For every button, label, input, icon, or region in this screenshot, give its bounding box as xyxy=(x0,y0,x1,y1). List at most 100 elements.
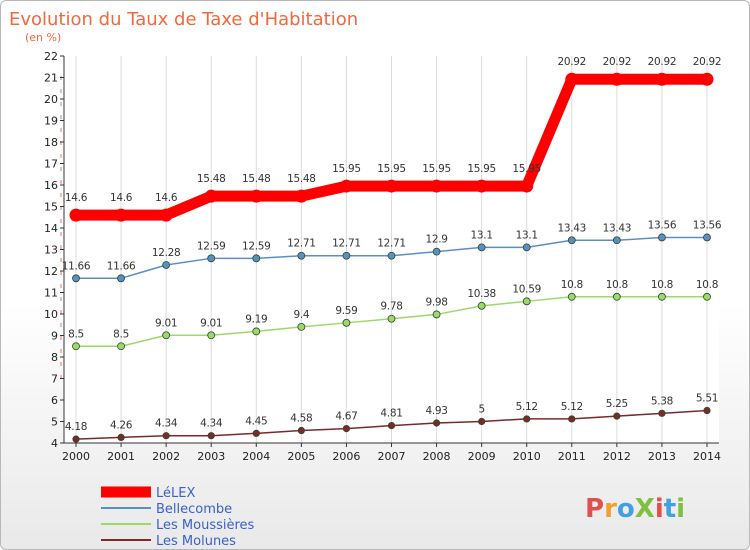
logo-letter: i xyxy=(655,494,664,524)
y-tick-label: 19 xyxy=(44,115,58,128)
data-label: 12.71 xyxy=(377,238,406,250)
data-labels: 14.6 14.6 14.6 15.48 15.48 15.48 15.95 15.95 15.… xyxy=(62,56,722,433)
data-label: 5.12 xyxy=(516,401,538,413)
data-point xyxy=(207,432,215,440)
data-label: 8.5 xyxy=(68,328,84,340)
legend-label: Bellecombe xyxy=(156,502,232,517)
data-label: 5.51 xyxy=(696,393,718,405)
data-label: 13.43 xyxy=(603,222,632,234)
x-tick-label: 2001 xyxy=(107,450,135,463)
data-label: 12.59 xyxy=(242,240,271,252)
y-tick-label: 5 xyxy=(51,416,58,429)
legend-label: Les Moussières xyxy=(156,518,255,533)
data-point xyxy=(567,236,576,245)
data-label: 13.43 xyxy=(558,222,587,234)
data-point xyxy=(522,243,531,252)
data-label: 13.56 xyxy=(693,219,722,231)
x-tick-label: 2012 xyxy=(603,450,631,463)
data-label: 9.78 xyxy=(380,301,402,313)
x-tick-label: 2005 xyxy=(287,450,315,463)
data-label: 15.95 xyxy=(512,163,541,175)
data-label: 15.95 xyxy=(332,163,361,175)
data-label: 12.9 xyxy=(425,234,447,246)
data-point xyxy=(658,409,666,417)
data-point xyxy=(565,72,579,86)
data-label: 5.12 xyxy=(561,401,583,413)
data-point xyxy=(72,342,80,351)
data-point xyxy=(475,179,489,193)
data-label: 14.6 xyxy=(110,192,133,204)
y-tick-label: 21 xyxy=(44,72,58,85)
data-point xyxy=(658,233,666,242)
data-label: 4.67 xyxy=(335,411,357,423)
x-tick-label: 2009 xyxy=(468,450,496,463)
y-tick-label: 8 xyxy=(51,351,58,364)
data-point xyxy=(114,208,128,222)
data-point xyxy=(520,179,534,193)
data-label: 10.8 xyxy=(651,279,673,291)
data-point xyxy=(207,254,216,263)
data-label: 10.8 xyxy=(696,279,718,291)
proxiti-logo: ProXiti xyxy=(585,494,685,524)
data-point xyxy=(567,292,576,301)
data-label: 11.66 xyxy=(62,260,91,272)
data-label: 5 xyxy=(478,404,484,416)
y-tick-label: 9 xyxy=(51,330,58,343)
data-point xyxy=(703,406,711,415)
data-label: 9.19 xyxy=(245,313,267,325)
data-point xyxy=(703,292,711,301)
x-tick-label: 2013 xyxy=(648,450,676,463)
x-tick-label: 2006 xyxy=(332,450,360,463)
y-tick-label: 6 xyxy=(51,394,58,407)
data-point xyxy=(568,415,576,423)
data-point xyxy=(342,251,351,260)
data-label: 15.48 xyxy=(287,173,316,185)
axes: 4 5 6 7 8 9 10 11 12 13 14 15 16 17 18 19 20 21 22 2000 2001… xyxy=(44,50,721,463)
data-point xyxy=(612,292,621,301)
data-point xyxy=(655,72,669,86)
data-point xyxy=(252,429,260,437)
x-tick-label: 2003 xyxy=(197,450,225,463)
data-label: 4.58 xyxy=(290,413,312,425)
data-point xyxy=(117,342,125,351)
data-point xyxy=(294,189,308,203)
data-label: 20.92 xyxy=(648,56,677,68)
data-label: 4.18 xyxy=(65,421,87,433)
data-point xyxy=(72,435,80,443)
x-tick-label: 2014 xyxy=(693,450,721,463)
data-point xyxy=(432,247,441,256)
data-point xyxy=(297,322,306,331)
data-label: 5.38 xyxy=(651,395,673,407)
data-point xyxy=(162,432,170,440)
data-point xyxy=(703,233,711,242)
data-point xyxy=(523,415,531,423)
data-label: 15.95 xyxy=(377,163,406,175)
y-tick-label: 13 xyxy=(44,244,58,257)
data-point xyxy=(477,243,486,252)
chart-title: Evolution du Taux de Taxe d'Habitation xyxy=(9,9,358,30)
data-point xyxy=(477,301,486,310)
data-label: 5.25 xyxy=(606,398,628,410)
data-label: 20.92 xyxy=(693,56,722,68)
logo-letter: i xyxy=(676,494,685,524)
y-tick-label: 11 xyxy=(44,287,58,300)
series-group xyxy=(69,72,714,443)
data-label: 12.59 xyxy=(197,240,226,252)
data-point xyxy=(252,327,261,336)
data-label: 20.92 xyxy=(603,56,632,68)
data-point xyxy=(162,261,171,269)
data-point xyxy=(342,318,351,327)
data-point xyxy=(385,179,398,193)
data-point xyxy=(432,419,441,427)
x-tick-label: 2004 xyxy=(242,450,270,463)
data-point xyxy=(610,72,624,86)
y-tick-label: 14 xyxy=(44,222,58,235)
chart-subtitle: (en %) xyxy=(25,31,61,44)
data-point xyxy=(339,179,353,193)
data-point xyxy=(117,274,125,283)
data-point xyxy=(387,251,396,260)
data-point xyxy=(159,208,173,222)
